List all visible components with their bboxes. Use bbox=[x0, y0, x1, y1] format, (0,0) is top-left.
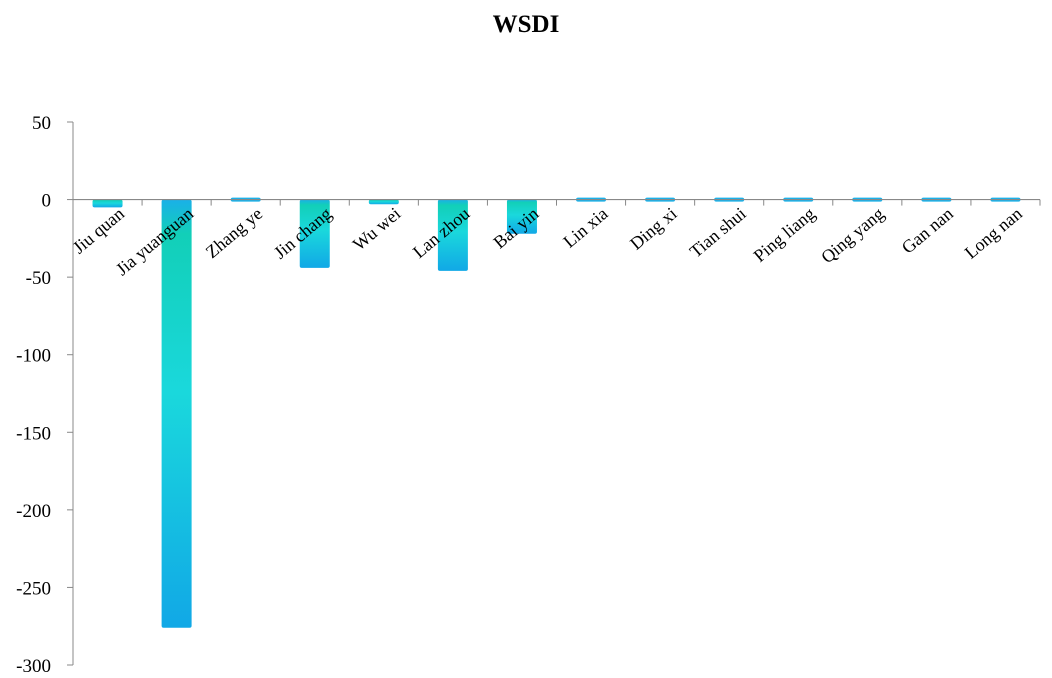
x-tick-label: Gan nan bbox=[898, 203, 957, 257]
y-tick-label: -100 bbox=[16, 346, 51, 367]
bar-wu-wei bbox=[368, 199, 399, 205]
bar-jia-yuanguan bbox=[161, 199, 192, 628]
x-tick-label: Wu wei bbox=[349, 203, 405, 254]
y-tick-label: -200 bbox=[16, 501, 51, 522]
x-tick-label: Long nan bbox=[961, 203, 1026, 262]
bars-layer bbox=[92, 197, 1021, 628]
chart-title: WSDI bbox=[493, 11, 560, 38]
x-tick-label: Qing yang bbox=[817, 203, 888, 267]
y-tick-label: 50 bbox=[32, 113, 51, 134]
bar-lan-zhou bbox=[437, 199, 468, 271]
x-tick-label: Zhang ye bbox=[202, 203, 267, 262]
x-tick-label: Lin xia bbox=[559, 203, 611, 251]
x-tick-label: Tian shui bbox=[686, 203, 750, 261]
x-tick-label: Jiu quan bbox=[69, 203, 128, 257]
x-tick-label: Ping liang bbox=[750, 203, 819, 266]
y-axis: 50 0 -50 -100 -150 -200 -250 -300 bbox=[16, 113, 74, 677]
y-tick-label: 0 bbox=[42, 191, 52, 212]
bar-jiu-quan bbox=[92, 199, 123, 208]
y-tick-label: -150 bbox=[16, 423, 51, 444]
bar-jin-chang bbox=[299, 199, 330, 268]
x-tick-label: Ding xi bbox=[626, 203, 681, 253]
y-tick-label: -250 bbox=[16, 578, 51, 599]
y-tick-label: -300 bbox=[16, 656, 51, 677]
y-tick-label: -50 bbox=[26, 268, 51, 289]
bar-bai-yin bbox=[506, 199, 537, 234]
